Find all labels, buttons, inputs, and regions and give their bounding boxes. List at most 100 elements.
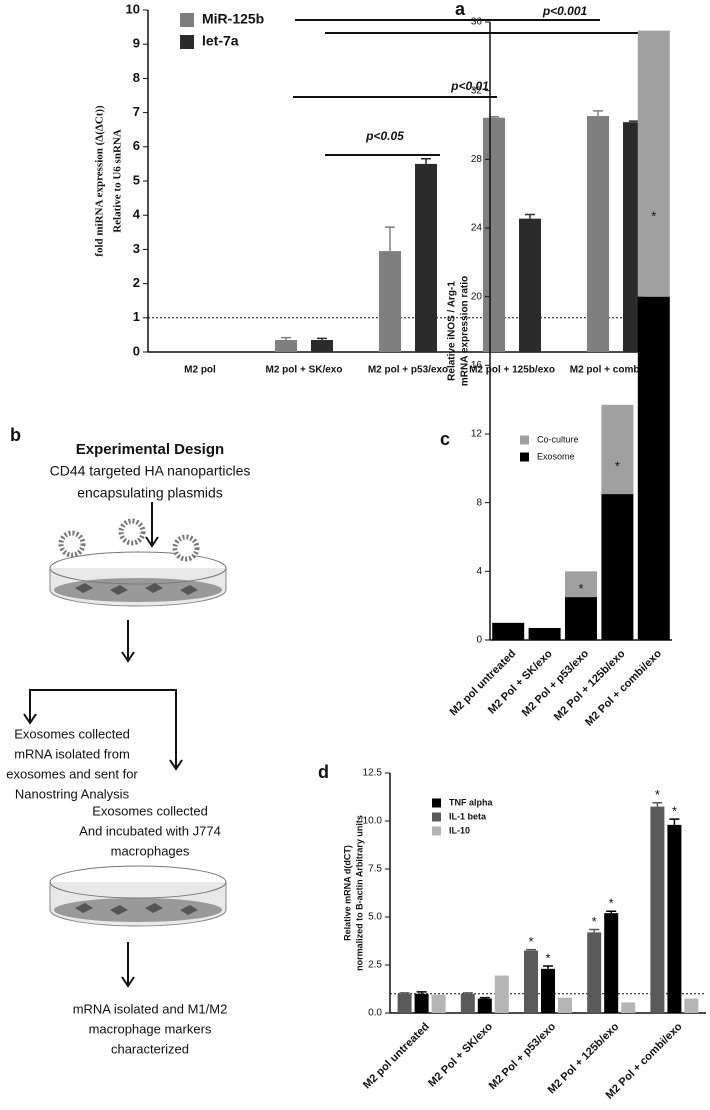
bar [587, 932, 602, 1013]
y-tick-label: 10.0 [363, 816, 383, 827]
annotation: * [672, 804, 677, 819]
x-tick-label: M2 Pol + SK/exo [486, 647, 555, 716]
annotation: * [592, 914, 597, 929]
step-text: macrophages [111, 843, 190, 858]
error-bar [317, 337, 327, 341]
step-text: exosomes and sent for [6, 766, 138, 781]
legend-swatch [180, 13, 194, 27]
bar [621, 1002, 636, 1013]
bar [604, 913, 619, 1013]
panel-label: d [318, 762, 329, 782]
y-tick-label: 8 [476, 497, 482, 508]
y-tick-label: 0 [476, 635, 482, 646]
y-tick-label: 24 [471, 223, 483, 234]
x-tick-label: M2 pol [184, 365, 216, 376]
y-tick-label: 7 [133, 104, 140, 119]
error-bar [281, 336, 291, 341]
error-bar [526, 948, 536, 951]
y-tick-label: 3 [133, 241, 140, 256]
y-tick-label: 2.5 [368, 960, 382, 971]
y-axis-label: Relative to U6 snRNA [112, 129, 124, 233]
y-tick-label: 7.5 [368, 864, 382, 875]
bar-segment [492, 622, 525, 640]
step-text: characterized [111, 1041, 189, 1056]
error-bar [629, 120, 639, 123]
x-tick-label: M2 pol untreated [448, 648, 519, 719]
bar [667, 824, 682, 1013]
bar [587, 116, 609, 353]
error-bar [652, 802, 663, 807]
bar [524, 950, 538, 1013]
bar-segment [601, 404, 634, 495]
bar-segment [601, 494, 634, 640]
x-tick-label: M2 pol + p53/exo [368, 365, 448, 376]
p-value: p<0.05 [365, 129, 404, 143]
annotation: * [609, 896, 614, 911]
error-bar [385, 226, 395, 252]
error-bar [462, 992, 473, 994]
legend-label: MiR-125b [202, 11, 264, 27]
error-bar [669, 818, 680, 825]
panel-label: a [455, 0, 466, 19]
y-tick-label: 12 [471, 429, 483, 440]
p-value: p<0.001 [542, 4, 588, 18]
legend-swatch [432, 798, 441, 808]
error-bar [421, 158, 431, 164]
annotation: * [578, 581, 583, 596]
y-tick-label: 16 [471, 360, 483, 371]
bar-segment [637, 30, 670, 297]
y-tick-label: 36 [471, 17, 483, 28]
diagram: b Experimental Design CD44 targeted HA n… [6, 425, 250, 1057]
bar [494, 975, 509, 1013]
x-tick-label: M2 pol untreated [361, 1021, 432, 1092]
y-axis-label: normalized to B-actin Arbitrary units [354, 815, 364, 971]
y-tick-label: 9 [133, 36, 140, 51]
bar [519, 218, 541, 352]
bar [684, 998, 699, 1013]
y-axis-label: fold miRNA expression (Δ(ΔCt)) [94, 105, 106, 257]
bar [311, 340, 333, 352]
legend-label: IL-10 [449, 825, 470, 835]
y-axis-label: Relative mRNA d(dCT) [342, 845, 352, 941]
x-tick-label: M2 Pol + p53/exo [487, 1020, 559, 1092]
y-tick-label: 4 [133, 207, 141, 222]
legend-swatch [432, 826, 441, 836]
y-tick-label: 20 [471, 291, 483, 302]
bar-segment [528, 627, 561, 640]
step-text: CD44 targeted HA nanoparticles [50, 463, 251, 479]
step-text: macrophage markers [89, 1021, 212, 1036]
legend-swatch [520, 435, 529, 445]
step-text: And incubated with J774 [79, 823, 221, 838]
x-tick-label: M2 pol + SK/exo [266, 365, 343, 376]
y-tick-label: 6 [133, 138, 140, 153]
bar [397, 993, 412, 1013]
bar [379, 251, 401, 352]
legend-label: IL-1 beta [449, 811, 487, 821]
step-text: mRNA isolated from [14, 746, 130, 761]
error-bar [399, 992, 410, 994]
y-tick-label: 2 [133, 275, 140, 290]
legend-swatch [432, 812, 441, 822]
x-tick-label: M2 pol + 125b/exo [469, 365, 555, 376]
step-text: mRNA isolated and M1/M2 [73, 1001, 228, 1016]
step-text: Nanostring Analysis [15, 786, 130, 801]
annotation: * [615, 459, 620, 474]
legend-label: TNF alpha [449, 797, 493, 807]
step-text: encapsulating plasmids [77, 485, 223, 501]
bar [415, 163, 437, 352]
y-tick-label: 5 [133, 172, 140, 187]
y-tick-label: 12.5 [363, 768, 383, 779]
y-tick-label: 0 [133, 343, 140, 358]
annotation: * [655, 787, 660, 802]
legend-label: let-7a [202, 33, 239, 49]
y-tick-label: 0.0 [368, 1008, 382, 1019]
dish [49, 518, 227, 607]
y-tick-label: 4 [476, 566, 482, 577]
y-tick-label: 1 [133, 309, 140, 324]
y-axis-label: Relative iNOS / Arg-1 [447, 281, 458, 381]
bar [275, 340, 297, 352]
dish [49, 865, 227, 927]
annotation: * [528, 934, 533, 949]
